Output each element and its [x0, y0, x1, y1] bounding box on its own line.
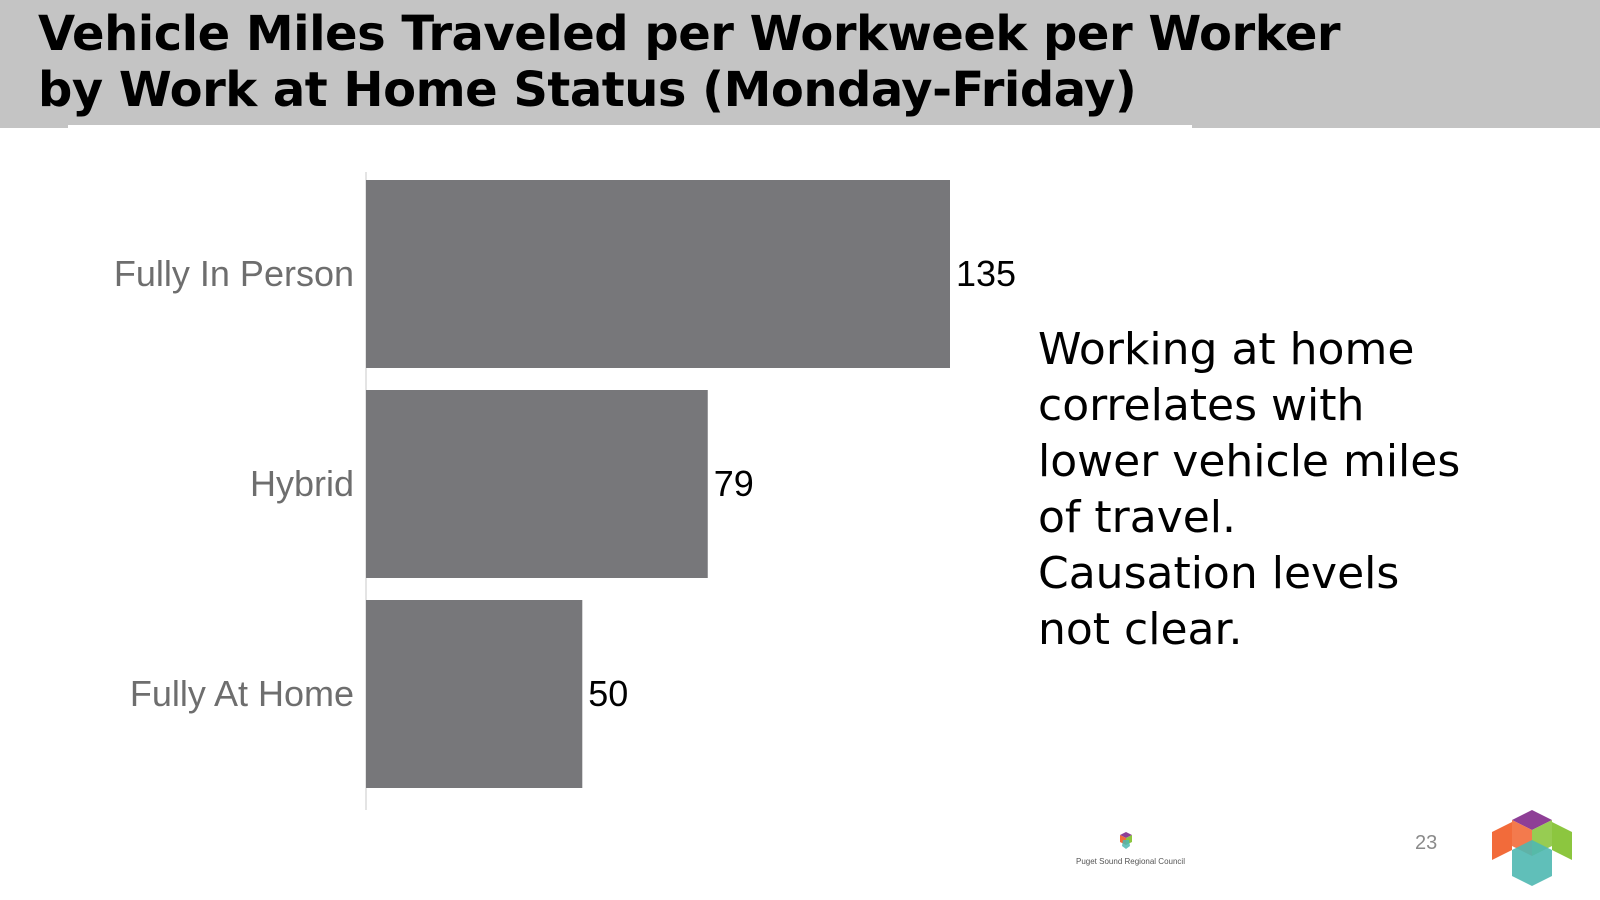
bar [366, 180, 950, 368]
slide-title-line-1: Vehicle Miles Traveled per Workweek per … [38, 6, 1341, 62]
bar [366, 390, 708, 578]
callout-line: of travel. [1038, 492, 1237, 543]
title-underline [68, 125, 1192, 128]
value-label: 79 [714, 463, 754, 504]
category-label: Fully At Home [130, 673, 354, 714]
value-label: 135 [956, 253, 1016, 294]
psrc-hexagon-logo-icon [1492, 810, 1572, 886]
category-label: Fully In Person [114, 253, 354, 294]
page-number: 23 [1415, 832, 1438, 854]
category-label: Hybrid [250, 463, 354, 504]
slide-title: Vehicle Miles Traveled per Workweek per … [38, 6, 1538, 118]
callout-line: Working at home [1038, 324, 1415, 375]
bar [366, 600, 583, 788]
callout-line: not clear. [1038, 604, 1243, 655]
footer-logo: Puget Sound Regional Council [1076, 830, 1185, 866]
callout-line: correlates with [1038, 380, 1365, 431]
callout-line: lower vehicle miles [1038, 436, 1461, 487]
bar-chart: Fully In Person 135 Hybrid 79 Fully At Home 5… [114, 172, 1016, 810]
callout-text: Working at home correlates with lower ve… [1038, 322, 1558, 658]
callout-line: Causation levels [1038, 548, 1400, 599]
slide-title-line-2: by Work at Home Status (Monday-Friday) [38, 62, 1137, 118]
logo-text: Puget Sound Regional Council [1076, 857, 1185, 866]
psrc-logo-icon [1120, 832, 1132, 849]
title-bar [0, 0, 1600, 128]
value-label: 50 [588, 673, 628, 714]
